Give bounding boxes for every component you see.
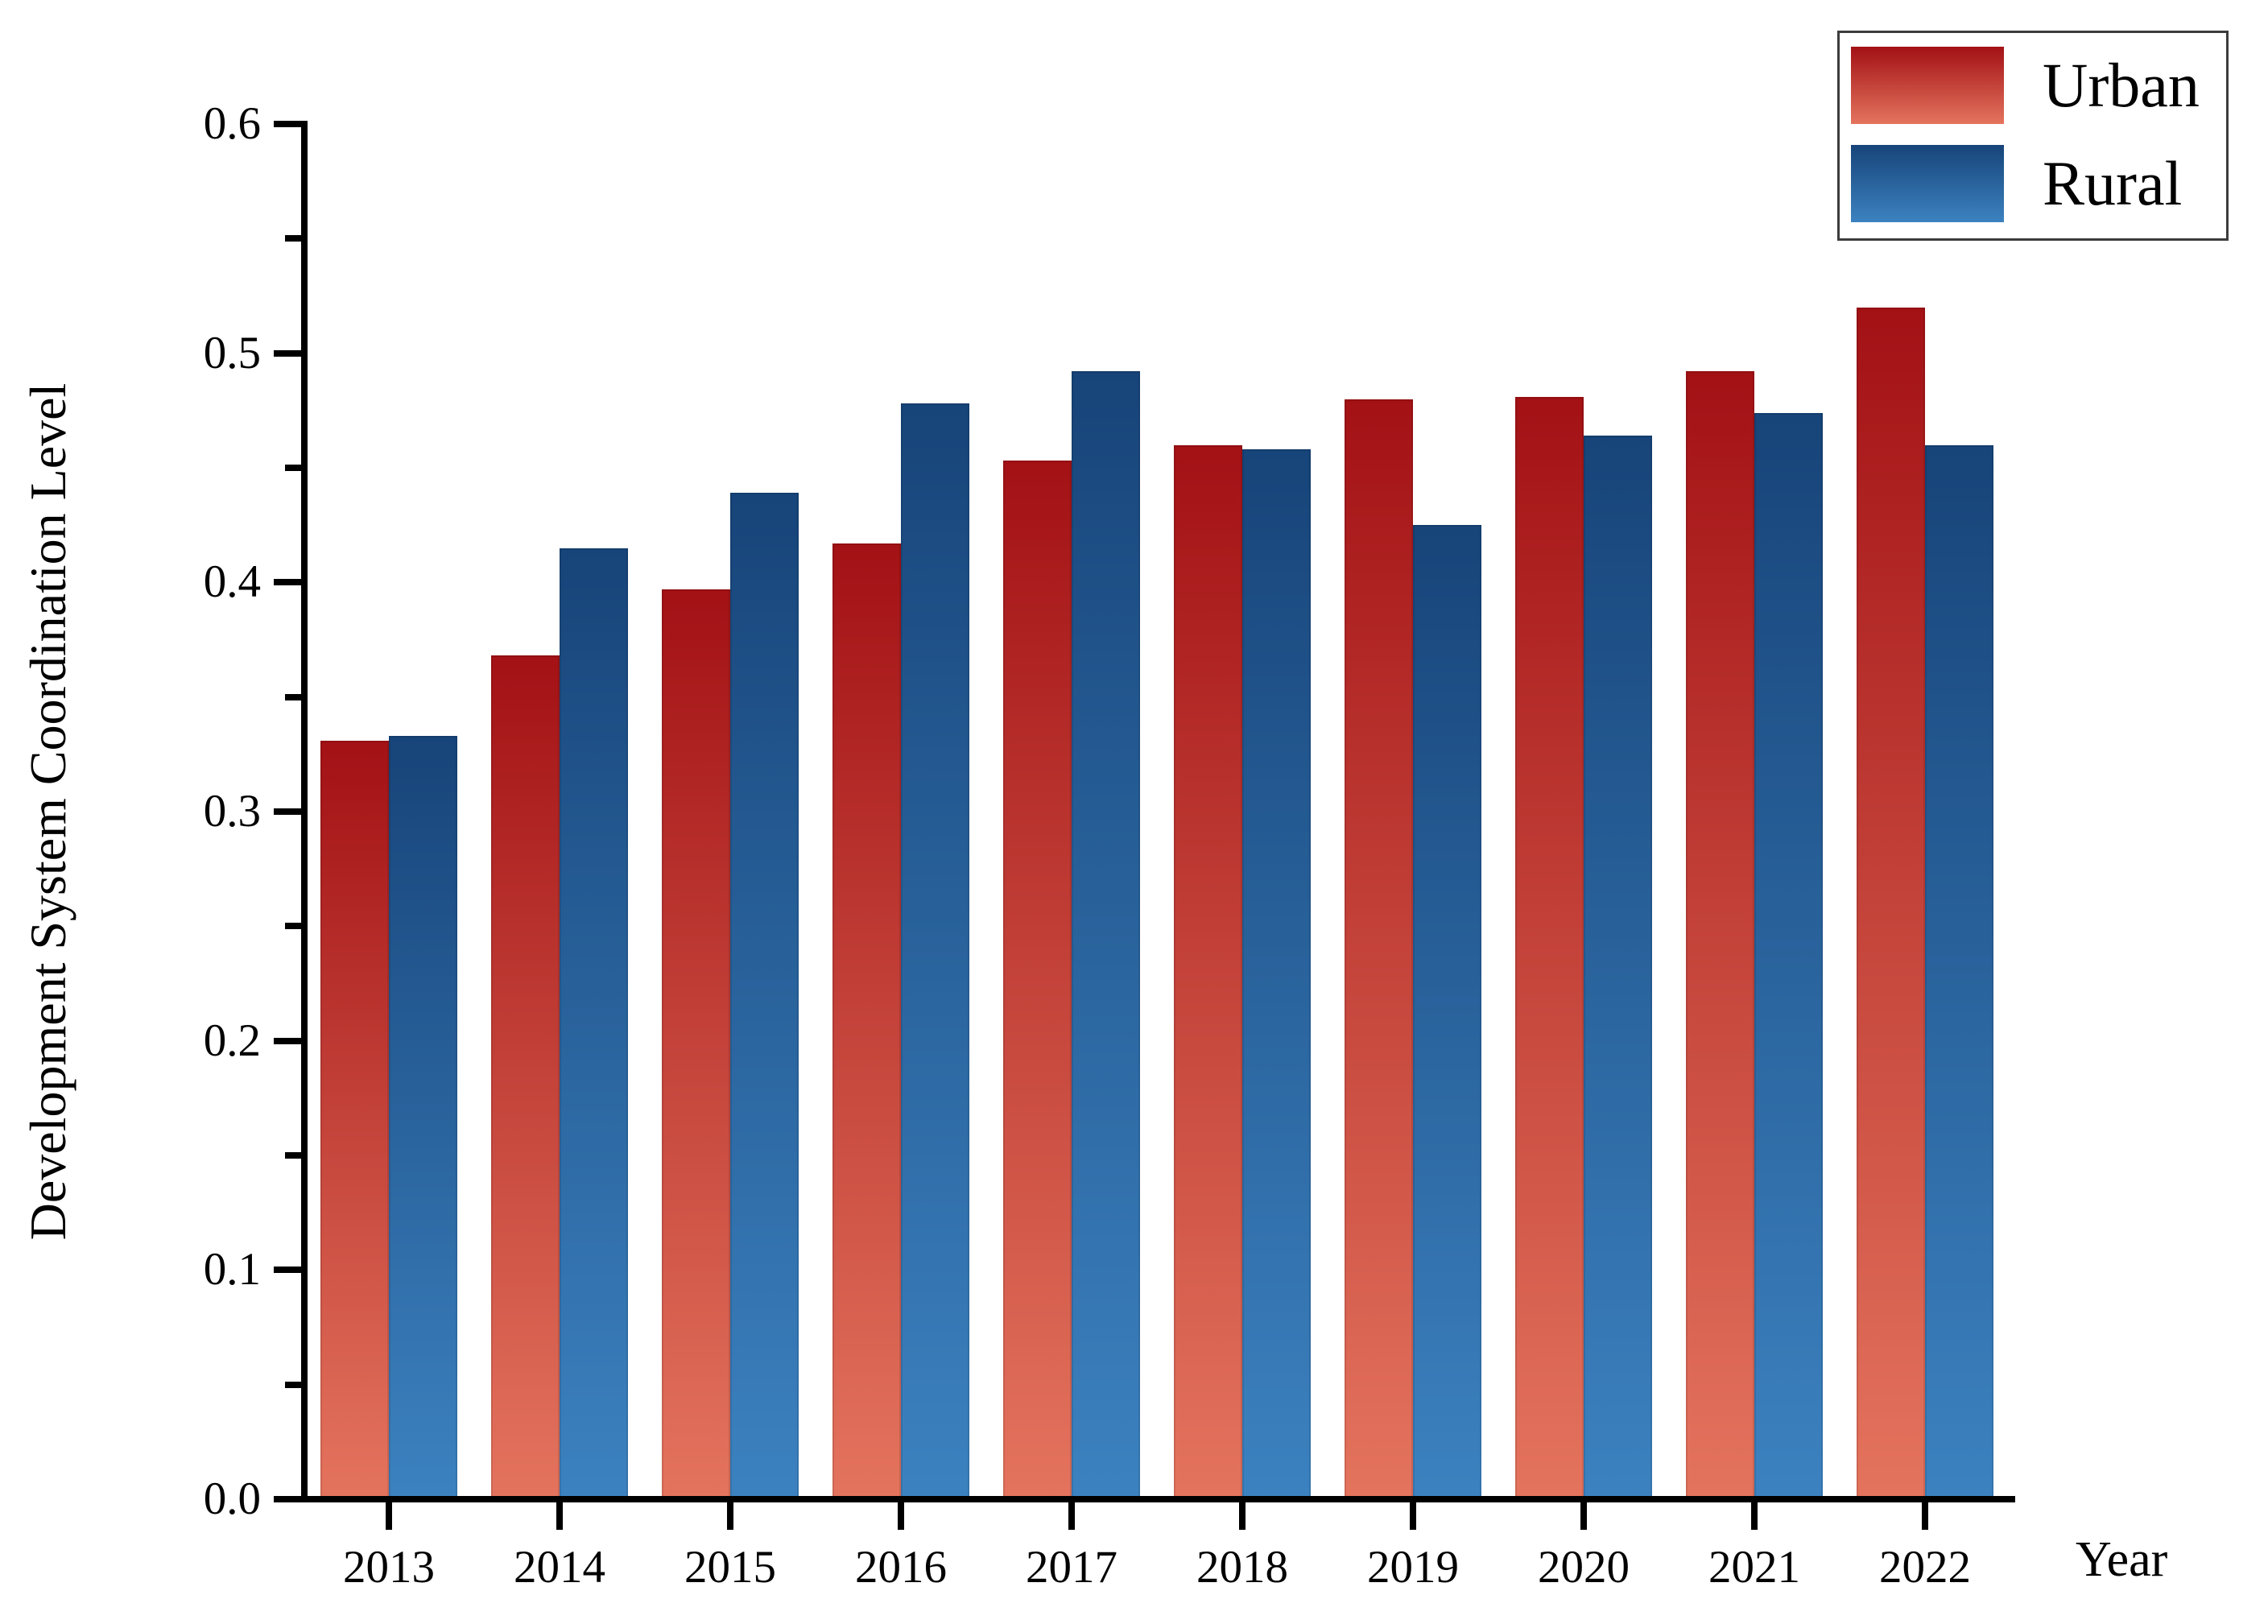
x-tick-2013	[386, 1502, 392, 1530]
bar-urban-2016	[832, 543, 901, 1499]
y-tick-label-0.0: 0.0	[203, 1473, 261, 1524]
y-axis-line	[301, 121, 308, 1502]
x-axis-title: Year	[2076, 1532, 2168, 1587]
y-major-tick-0.5	[274, 350, 301, 357]
x-tick-label-2020: 2020	[1538, 1542, 1630, 1593]
bar-rural-2017	[1072, 371, 1140, 1499]
urban-swatch-icon	[1851, 47, 2004, 124]
y-axis-title: Development System Coordination Level	[19, 382, 76, 1241]
legend: Urban Rural	[1837, 31, 2229, 241]
bar-urban-2017	[1003, 461, 1072, 1499]
y-major-tick-0.1	[274, 1267, 301, 1273]
x-tick-label-2022: 2022	[1879, 1542, 1971, 1593]
x-tick-2022	[1922, 1502, 1928, 1530]
x-tick-label-2021: 2021	[1708, 1542, 1800, 1593]
y-minor-tick-0.15	[285, 1152, 301, 1159]
y-tick-label-0.3: 0.3	[203, 786, 261, 837]
bar-rural-2022	[1925, 445, 1993, 1499]
y-major-tick-0.4	[274, 579, 301, 585]
x-tick-2016	[898, 1502, 904, 1530]
bar-urban-2018	[1174, 445, 1242, 1499]
legend-label-rural: Rural	[2043, 148, 2183, 218]
bar-urban-2021	[1686, 371, 1754, 1499]
bar-urban-2020	[1515, 397, 1584, 1499]
y-minor-tick-0.25	[285, 923, 301, 929]
rural-swatch-icon	[1851, 145, 2004, 222]
bar-rural-2020	[1584, 436, 1652, 1499]
y-major-tick-0.2	[274, 1038, 301, 1044]
bar-rural-2014	[560, 548, 628, 1499]
x-tick-2019	[1410, 1502, 1416, 1530]
bar-rural-2013	[389, 736, 457, 1499]
bar-urban-2019	[1345, 399, 1413, 1499]
y-tick-label-0.2: 0.2	[203, 1015, 261, 1066]
legend-item-urban: Urban	[1851, 47, 2215, 124]
x-tick-2020	[1580, 1502, 1587, 1530]
y-minor-tick-0.35	[285, 694, 301, 700]
y-tick-label-0.1: 0.1	[203, 1244, 261, 1295]
x-tick-2017	[1068, 1502, 1075, 1530]
y-major-tick-0.6	[274, 121, 301, 127]
x-tick-label-2015: 2015	[684, 1542, 776, 1593]
x-tick-label-2018: 2018	[1196, 1542, 1288, 1593]
x-tick-label-2014: 2014	[514, 1542, 605, 1593]
x-tick-2018	[1239, 1502, 1246, 1530]
y-major-tick-0.3	[274, 808, 301, 815]
y-minor-tick-0.55	[285, 235, 301, 242]
y-minor-tick-0.45	[285, 465, 301, 471]
bar-rural-2016	[901, 403, 969, 1499]
x-tick-label-2013: 2013	[343, 1542, 435, 1593]
x-tick-2015	[727, 1502, 733, 1530]
x-tick-2021	[1751, 1502, 1758, 1530]
y-major-tick-0.0	[274, 1496, 301, 1502]
x-tick-label-2019: 2019	[1367, 1542, 1459, 1593]
bar-urban-2013	[320, 741, 389, 1499]
x-tick-2014	[556, 1502, 563, 1530]
bar-rural-2015	[730, 493, 799, 1499]
y-tick-label-0.6: 0.6	[203, 98, 261, 149]
bar-rural-2021	[1754, 413, 1823, 1499]
x-tick-label-2016: 2016	[855, 1542, 947, 1593]
bar-urban-2022	[1857, 308, 1925, 1499]
legend-item-rural: Rural	[1851, 145, 2215, 222]
bar-rural-2018	[1242, 449, 1311, 1499]
bar-urban-2015	[662, 589, 730, 1499]
y-tick-label-0.4: 0.4	[203, 556, 261, 607]
y-minor-tick-0.05	[285, 1382, 301, 1388]
bar-rural-2019	[1413, 525, 1481, 1499]
legend-label-urban: Urban	[2043, 50, 2200, 120]
bar-urban-2014	[491, 655, 560, 1499]
x-tick-label-2017: 2017	[1026, 1542, 1117, 1593]
y-tick-label-0.5: 0.5	[203, 328, 261, 378]
x-axis-line	[301, 1496, 2015, 1502]
